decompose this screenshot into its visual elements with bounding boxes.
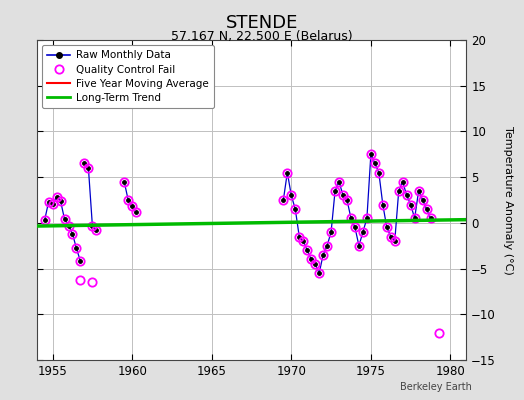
Text: 57.167 N, 22.500 E (Belarus): 57.167 N, 22.500 E (Belarus) (171, 30, 353, 43)
Text: Berkeley Earth: Berkeley Earth (400, 382, 472, 392)
Legend: Raw Monthly Data, Quality Control Fail, Five Year Moving Average, Long-Term Tren: Raw Monthly Data, Quality Control Fail, … (42, 45, 214, 108)
Text: STENDE: STENDE (226, 14, 298, 32)
Y-axis label: Temperature Anomaly (°C): Temperature Anomaly (°C) (503, 126, 512, 274)
